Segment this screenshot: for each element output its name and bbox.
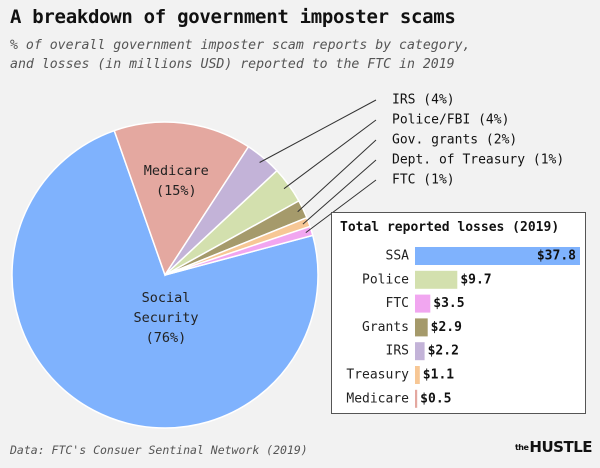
pie-slice-label: (15%) (156, 183, 197, 199)
bar-value-label: $37.8 (537, 249, 576, 264)
bar-category-label: Police (362, 272, 409, 287)
bar-value-label: $9.7 (460, 272, 491, 287)
bar-category-label: FTC (386, 296, 409, 311)
bar (415, 270, 458, 289)
pie-slice (11, 129, 319, 429)
pie-slice-label: (76%) (146, 330, 187, 346)
bar (415, 247, 580, 265)
pie-slice-label: Social (142, 290, 191, 306)
pie-slice (164, 225, 314, 276)
bar (415, 342, 425, 361)
chart-subtitle: % of overall government imposter scam re… (10, 36, 570, 74)
bar (415, 318, 428, 337)
leader-line (297, 139, 377, 213)
bar-category-label: Treasury (346, 368, 409, 383)
bar-value-label: $1.1 (423, 368, 454, 383)
losses-bar-chart: SSA $37.8 Police $9.7 FTC $3.5 Grants $2.9 IRS $2… (346, 247, 580, 408)
bar-category-label: Medicare (346, 391, 409, 406)
leader-line (259, 99, 377, 163)
bar-category-label: IRS (386, 344, 409, 359)
bar (415, 366, 420, 384)
chart-title: A breakdown of government imposter scams (10, 6, 456, 28)
bar (415, 294, 431, 313)
bar-value-label: $2.2 (428, 344, 459, 359)
losses-panel-title: Total reported losses (2019) (340, 220, 560, 235)
subtitle-line-2: and losses (in millions USD) reported to… (10, 57, 455, 72)
pie-callout-label: IRS (4%) (392, 93, 455, 108)
brand-prefix: the (514, 443, 529, 452)
pie-callout-label: FTC (1%) (392, 173, 455, 188)
losses-panel: Total reported losses (2019) SSA $37.8 Pol… (331, 212, 586, 414)
pie-callout-label: Dept. of Treasury (1%) (392, 153, 564, 168)
brand-logo: theHUSTLE (514, 438, 593, 456)
bar-value-label: $0.5 (420, 391, 451, 406)
pie-slice-label: Security (133, 310, 198, 326)
bar-value-label: $3.5 (433, 296, 464, 311)
bar-value-label: $2.9 (431, 320, 462, 335)
leader-line (302, 159, 377, 225)
bar-category-label: SSA (386, 249, 410, 264)
subtitle-line-1: % of overall government imposter scam re… (10, 38, 471, 53)
bar-category-label: Grants (362, 320, 409, 335)
pie-callout-label: Police/FBI (4%) (392, 113, 509, 128)
pie-slice (113, 121, 250, 277)
source-note: Data: FTC's Consuer Sentinal Network (20… (10, 443, 308, 457)
brand-name: HUSTLE (529, 438, 592, 456)
bar (415, 389, 418, 408)
leader-line (283, 119, 377, 190)
pie-slice-label: Medicare (144, 163, 209, 179)
pie-callout-label: Gov. grants (2%) (392, 133, 517, 148)
leader-line (305, 179, 377, 234)
